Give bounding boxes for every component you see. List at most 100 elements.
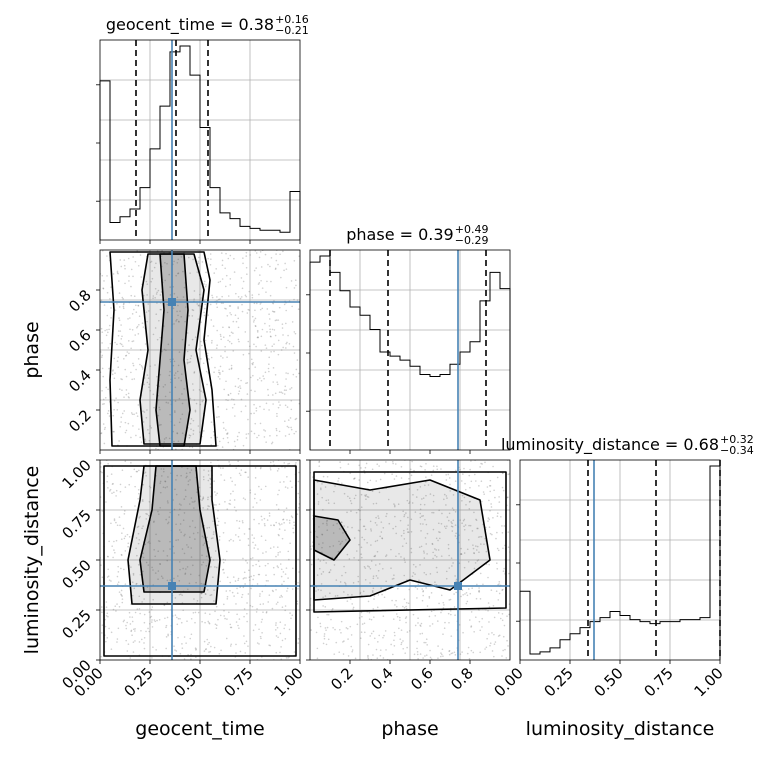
sample-point bbox=[412, 613, 415, 616]
sample-point bbox=[379, 649, 382, 651]
sample-point bbox=[168, 273, 171, 276]
sample-point bbox=[298, 571, 300, 573]
sample-point bbox=[142, 556, 145, 559]
sample-point bbox=[152, 646, 154, 648]
sample-point bbox=[143, 642, 145, 644]
sample-point bbox=[454, 510, 457, 513]
sample-point bbox=[480, 462, 482, 465]
sample-point bbox=[321, 496, 323, 499]
sample-point bbox=[266, 331, 268, 333]
sample-point bbox=[145, 561, 148, 564]
sample-point bbox=[228, 461, 230, 463]
sample-point bbox=[324, 595, 327, 597]
sample-point bbox=[117, 334, 120, 337]
sample-point bbox=[210, 421, 213, 423]
sample-point bbox=[144, 471, 147, 474]
sample-point bbox=[174, 614, 177, 616]
sample-point bbox=[371, 468, 374, 471]
sample-point bbox=[154, 287, 157, 290]
sample-point bbox=[271, 441, 274, 444]
sample-point bbox=[291, 614, 294, 617]
sample-point bbox=[432, 557, 434, 560]
sample-point bbox=[222, 437, 225, 440]
sample-point bbox=[132, 362, 134, 365]
sample-point bbox=[130, 268, 133, 271]
sample-point bbox=[176, 623, 179, 626]
sample-point bbox=[295, 462, 297, 464]
sample-point bbox=[373, 616, 375, 618]
sample-point bbox=[202, 399, 204, 402]
sample-point bbox=[447, 473, 450, 476]
sample-point bbox=[226, 595, 229, 598]
sample-point bbox=[230, 368, 233, 370]
sample-point bbox=[228, 368, 231, 371]
sample-point bbox=[202, 496, 205, 498]
sample-point bbox=[142, 326, 145, 328]
sample-point bbox=[157, 578, 159, 581]
sample-point bbox=[141, 500, 144, 502]
sample-point bbox=[165, 518, 167, 521]
density-blobs bbox=[128, 466, 220, 604]
sample-point bbox=[151, 606, 154, 608]
sample-point bbox=[251, 294, 254, 296]
sample-point bbox=[425, 494, 427, 497]
sample-point bbox=[225, 433, 228, 435]
density-blobs bbox=[314, 480, 490, 600]
sample-point bbox=[216, 624, 218, 627]
sample-point bbox=[247, 645, 249, 647]
sample-point bbox=[448, 621, 450, 624]
sample-point bbox=[294, 418, 297, 421]
sample-point bbox=[174, 410, 176, 412]
sample-point bbox=[253, 403, 255, 406]
sample-point bbox=[223, 615, 225, 617]
sample-point bbox=[176, 318, 178, 321]
sample-point bbox=[316, 536, 319, 538]
sample-point bbox=[333, 564, 336, 566]
sample-point bbox=[148, 485, 151, 488]
sample-point bbox=[432, 469, 435, 472]
sample-point bbox=[488, 526, 491, 528]
sample-point bbox=[425, 523, 428, 526]
sample-point bbox=[164, 261, 166, 264]
sample-point bbox=[224, 522, 226, 524]
sample-point bbox=[325, 629, 327, 631]
sample-point bbox=[223, 388, 225, 391]
sample-point bbox=[395, 475, 398, 477]
sample-point bbox=[126, 533, 129, 536]
sample-point bbox=[152, 521, 155, 523]
sample-point bbox=[271, 328, 274, 331]
sample-point bbox=[123, 513, 126, 515]
sample-point bbox=[246, 273, 248, 276]
sample-point bbox=[101, 471, 103, 474]
sample-point bbox=[156, 291, 158, 294]
sample-point bbox=[419, 516, 422, 519]
sample-point bbox=[316, 647, 319, 650]
sample-point bbox=[323, 635, 326, 637]
sample-point bbox=[459, 468, 461, 471]
sample-point bbox=[322, 596, 324, 599]
sample-point bbox=[102, 375, 105, 378]
sample-point bbox=[342, 653, 345, 655]
sample-point bbox=[398, 627, 400, 630]
sample-point bbox=[416, 647, 418, 650]
sample-point bbox=[391, 460, 394, 463]
sample-point bbox=[420, 530, 422, 532]
sample-point bbox=[118, 516, 121, 518]
sample-point bbox=[261, 632, 263, 634]
sample-point bbox=[187, 483, 190, 486]
sample-point bbox=[442, 601, 445, 604]
sample-point bbox=[235, 603, 237, 605]
sample-point bbox=[177, 304, 179, 307]
sample-point bbox=[448, 649, 451, 652]
sample-point bbox=[429, 573, 432, 575]
sample-point bbox=[310, 508, 312, 511]
sample-point bbox=[137, 563, 140, 566]
sample-point bbox=[107, 615, 109, 618]
sample-point bbox=[270, 257, 273, 259]
sample-point bbox=[424, 468, 426, 471]
sample-point bbox=[192, 433, 195, 435]
sample-point bbox=[233, 271, 236, 273]
sample-point bbox=[115, 610, 117, 612]
sample-point bbox=[250, 575, 253, 578]
sample-point bbox=[461, 494, 464, 497]
